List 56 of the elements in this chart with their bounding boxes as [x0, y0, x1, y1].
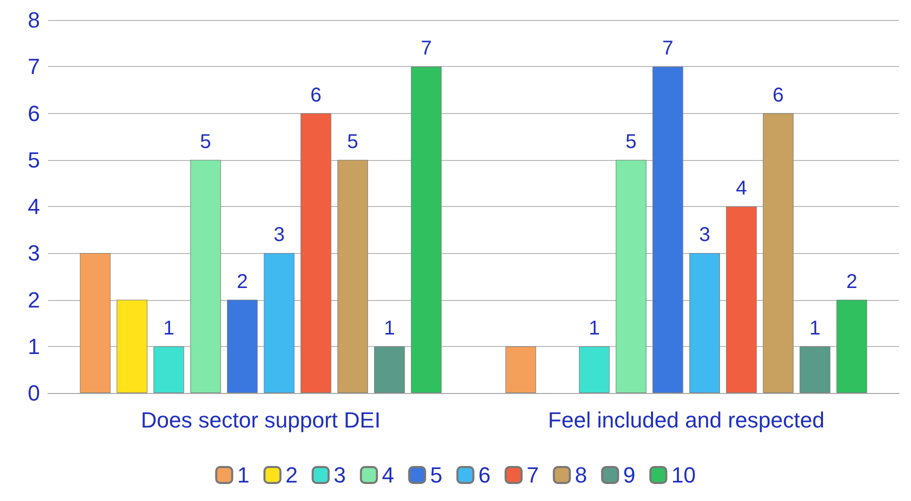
y-tick-label: 5 — [28, 147, 40, 172]
bar — [726, 206, 757, 393]
bar — [689, 253, 720, 393]
legend-label: 2 — [285, 462, 298, 488]
data-label: 7 — [662, 38, 674, 60]
data-label: 7 — [420, 38, 432, 60]
bar — [578, 346, 610, 393]
data-label: 5 — [626, 130, 637, 153]
y-tick-label: 8 — [28, 8, 40, 32]
bar — [337, 160, 368, 393]
y-tick-label: 4 — [28, 194, 40, 219]
legend-label: 3 — [334, 462, 346, 488]
data-label: 1 — [588, 317, 600, 340]
bar — [800, 346, 830, 393]
bar — [836, 300, 868, 393]
data-label: 4 — [736, 178, 747, 200]
bar — [264, 253, 294, 393]
data-label: 5 — [347, 130, 358, 153]
data-label: 6 — [310, 84, 322, 106]
bar — [652, 66, 684, 393]
legend-label: 9 — [623, 462, 636, 488]
bar — [762, 113, 794, 393]
data-label: 1 — [163, 317, 174, 340]
legend-label: 5 — [430, 462, 442, 488]
legend-label: 8 — [574, 462, 588, 488]
bar — [227, 300, 258, 393]
legend-label: 1 — [237, 462, 250, 488]
bar — [616, 160, 646, 393]
bar — [300, 113, 332, 393]
data-label: 2 — [236, 270, 248, 293]
bar — [505, 346, 536, 393]
x-tick-label: Feel included and respected — [548, 408, 824, 432]
bar — [190, 160, 221, 393]
bar — [116, 300, 148, 393]
bar — [153, 346, 184, 393]
data-label: 2 — [846, 270, 858, 293]
x-tick-label: Does sector support DEI — [140, 408, 381, 432]
data-label: 3 — [274, 224, 285, 246]
legend-label: 10 — [671, 462, 696, 488]
bar — [374, 346, 405, 393]
data-label: 1 — [384, 317, 396, 340]
bar — [80, 253, 111, 393]
y-tick-label: 6 — [28, 100, 40, 126]
data-label: 5 — [200, 130, 212, 153]
legend-label: 6 — [478, 462, 491, 488]
data-label: 3 — [699, 224, 710, 246]
y-tick-label: 0 — [28, 380, 40, 406]
y-tick-label: 2 — [28, 287, 40, 312]
y-tick-label: 3 — [28, 240, 40, 266]
y-tick-label: 1 — [28, 334, 40, 359]
data-label: 1 — [809, 317, 821, 340]
data-label: 6 — [772, 84, 784, 106]
bar — [410, 66, 442, 393]
legend-label: 4 — [382, 462, 394, 488]
legend-label: 7 — [526, 462, 539, 488]
y-tick-label: 7 — [28, 54, 40, 80]
